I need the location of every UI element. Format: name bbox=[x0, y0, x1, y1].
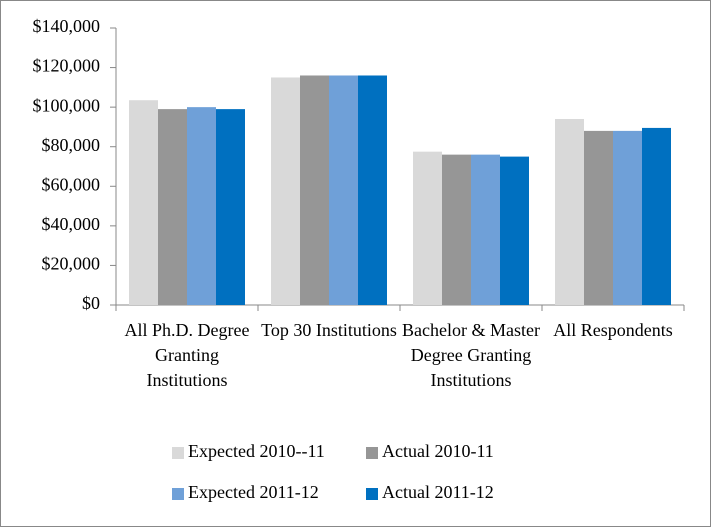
bar bbox=[555, 119, 584, 305]
bar bbox=[500, 156, 529, 305]
bar bbox=[300, 75, 329, 305]
bar bbox=[358, 75, 387, 305]
legend-swatch bbox=[172, 447, 184, 459]
x-tick-label: Bachelor & Master Degree Granting Instit… bbox=[402, 320, 540, 390]
bar bbox=[613, 130, 642, 305]
x-tick-label: All Respondents bbox=[553, 320, 673, 340]
y-tick-label: $60,000 bbox=[42, 174, 101, 194]
bar bbox=[642, 127, 671, 306]
y-tick-label: $80,000 bbox=[42, 135, 101, 155]
legend-label: Actual 2011-12 bbox=[382, 482, 494, 502]
y-tick-label: $0 bbox=[82, 293, 100, 313]
y-tick-label: $20,000 bbox=[42, 254, 101, 274]
legend-swatch bbox=[366, 447, 378, 459]
y-tick-label: $100,000 bbox=[33, 95, 101, 115]
bar bbox=[271, 77, 300, 305]
bar bbox=[329, 75, 358, 305]
legend-swatch bbox=[366, 488, 378, 500]
legend-label: Expected 2011-12 bbox=[188, 482, 319, 502]
x-tick-label: All Ph.D. Degree Granting Institutions bbox=[124, 320, 250, 390]
x-tick-label: Top 30 Institutions bbox=[261, 320, 397, 340]
bar bbox=[158, 109, 187, 305]
bar bbox=[584, 130, 613, 305]
bar bbox=[413, 151, 442, 305]
bar bbox=[471, 154, 500, 305]
bar bbox=[216, 109, 245, 305]
legend-label: Expected 2010--11 bbox=[188, 441, 325, 461]
legend-label: Actual 2010-11 bbox=[382, 441, 494, 461]
bar bbox=[442, 154, 471, 305]
bar bbox=[187, 107, 216, 306]
legend-swatch bbox=[172, 488, 184, 500]
y-tick-label: $120,000 bbox=[33, 56, 101, 76]
y-tick-label: $40,000 bbox=[42, 214, 101, 234]
bar bbox=[129, 100, 158, 305]
y-tick-label: $140,000 bbox=[33, 16, 101, 36]
